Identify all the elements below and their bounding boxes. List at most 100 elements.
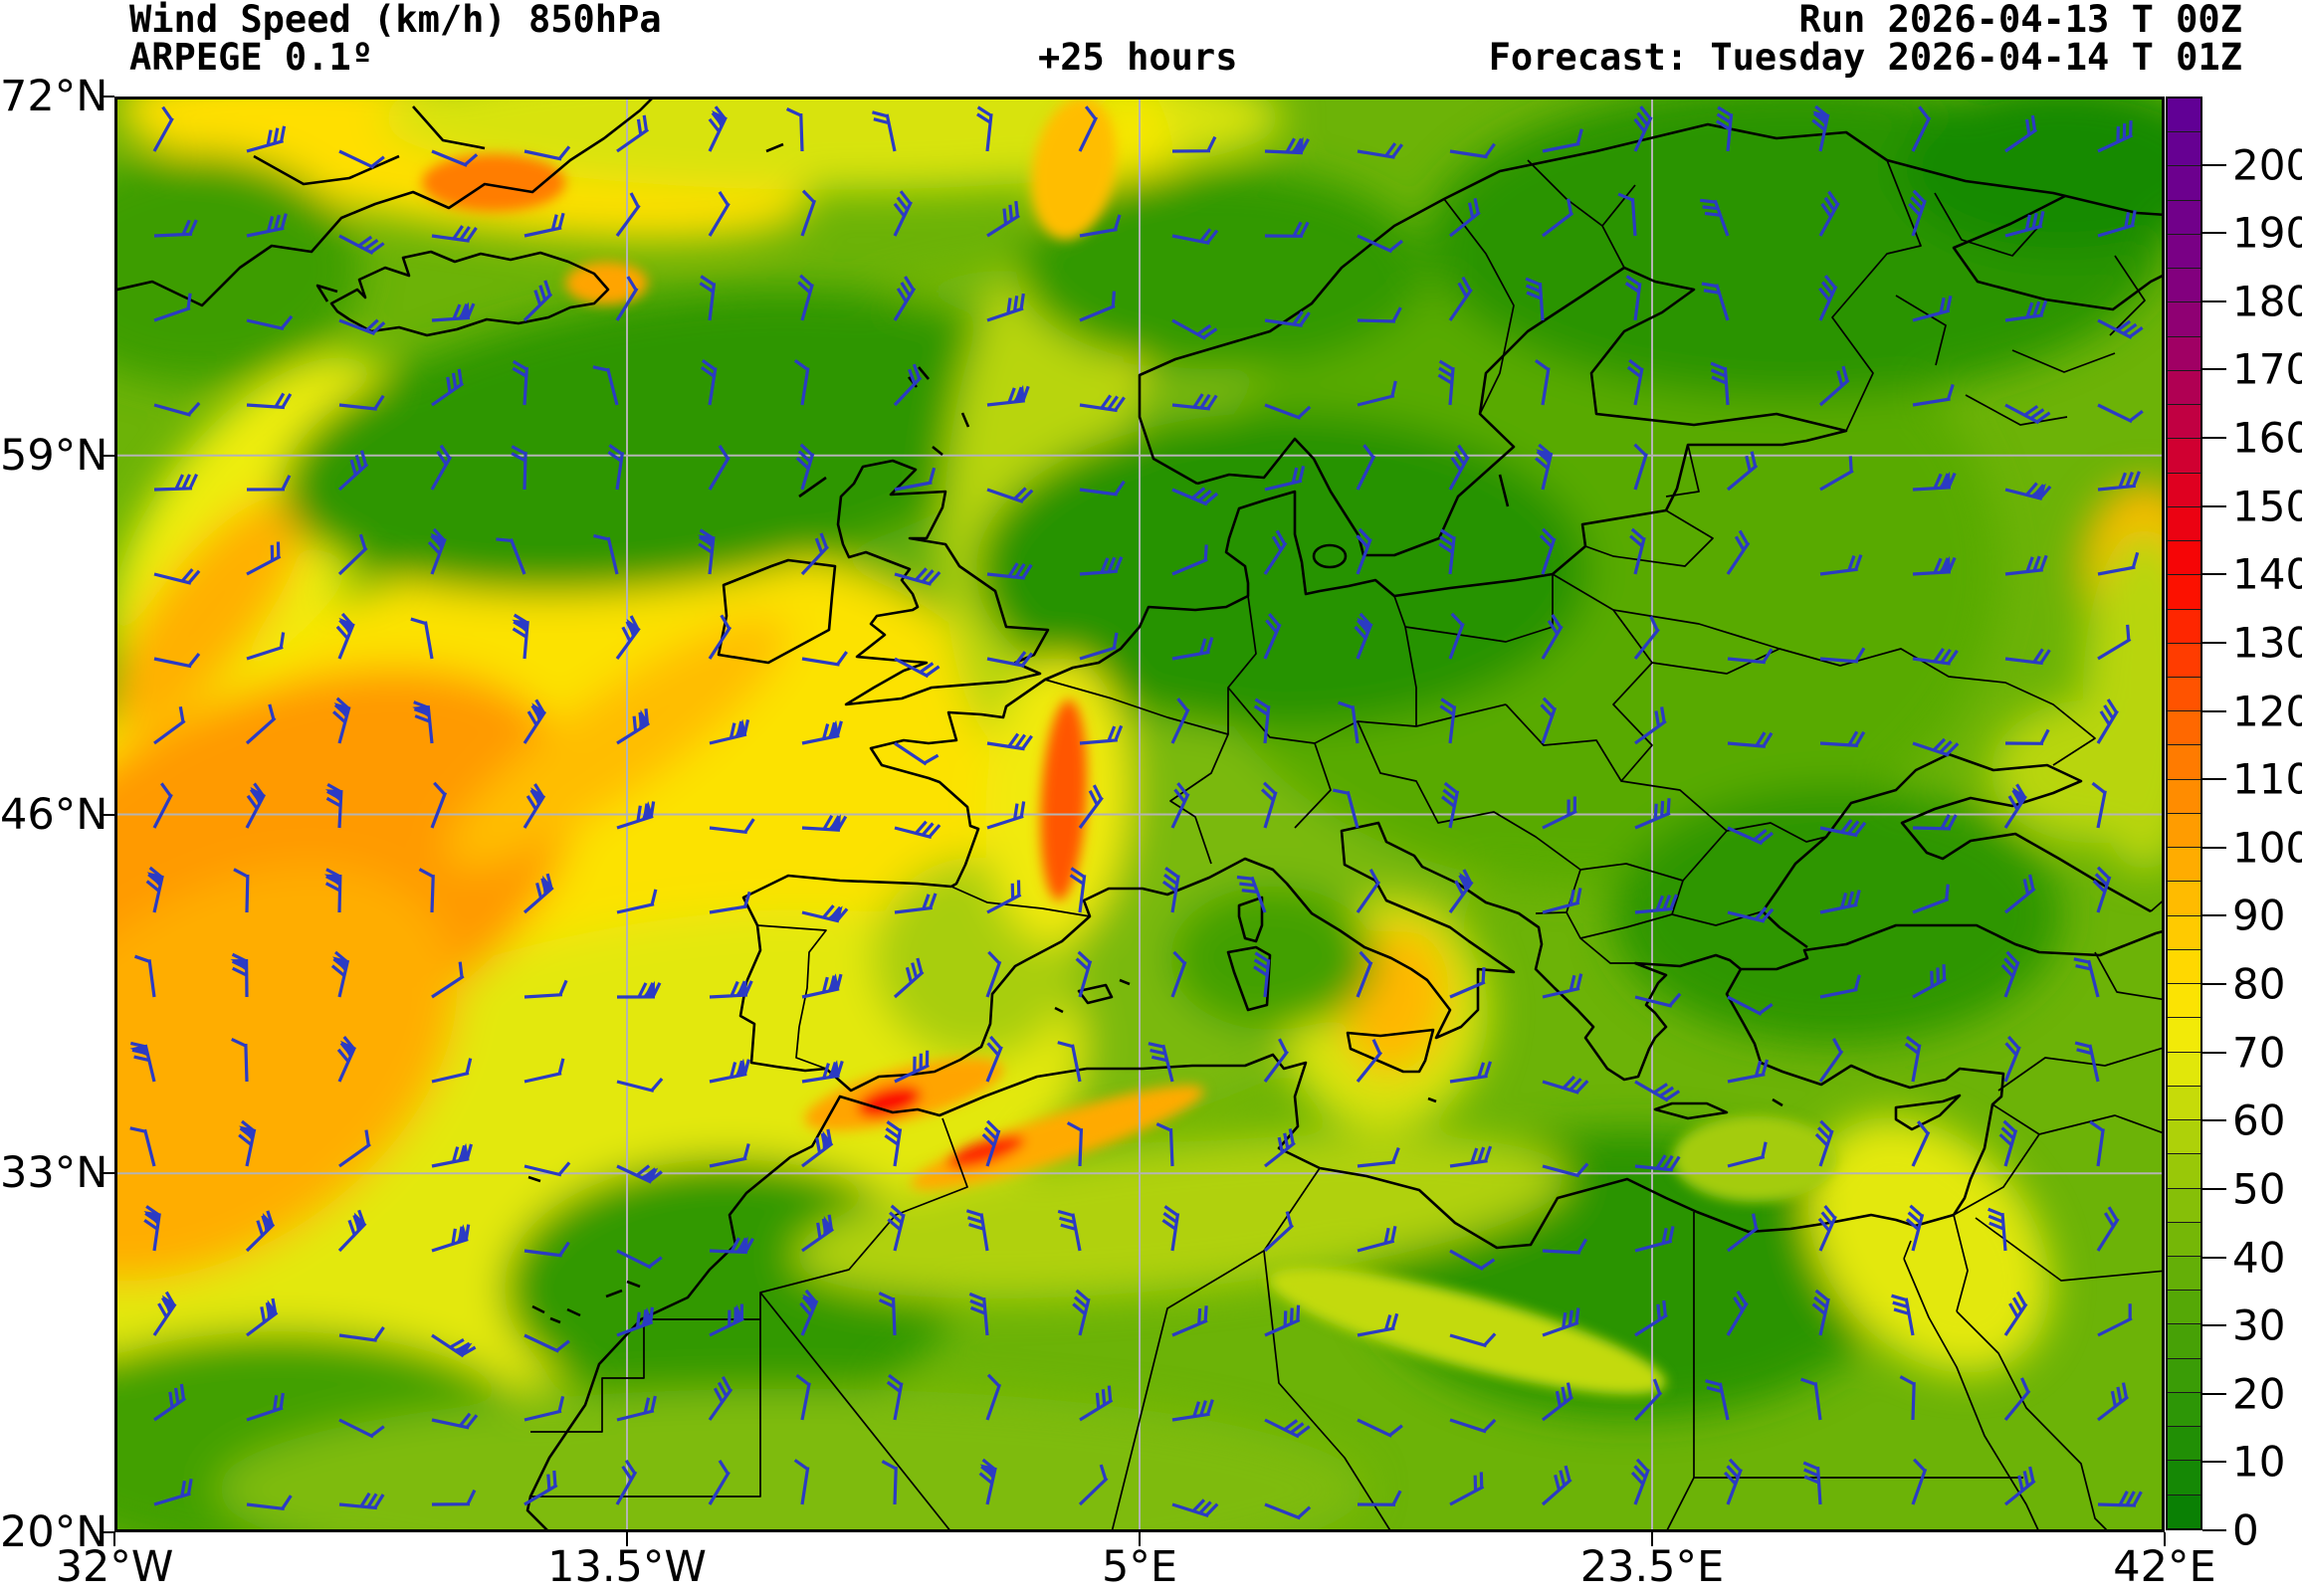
wind-barb xyxy=(1819,730,1866,747)
wind-barb xyxy=(1811,104,1830,152)
wind-barb xyxy=(1715,105,1734,152)
wind-barb xyxy=(2097,120,2134,153)
colorbar-segment xyxy=(2168,609,2200,644)
map-feature-greenland-streak-orange xyxy=(114,496,305,731)
wind-barb xyxy=(1634,706,1667,745)
colorbar-tick xyxy=(2202,573,2226,576)
country-border xyxy=(1044,679,1229,865)
wind-barb xyxy=(1911,105,1932,152)
x-axis-label: 32°W xyxy=(55,1542,174,1592)
wind-barb xyxy=(1449,967,1486,999)
coastline xyxy=(605,1289,623,1298)
colorbar-tick xyxy=(2202,641,2226,644)
country-border xyxy=(1443,198,1515,415)
wind-barb xyxy=(1727,1213,1760,1253)
country-border xyxy=(1527,159,1625,269)
wind-barb xyxy=(1439,698,1457,744)
wind-barb xyxy=(1357,1490,1402,1506)
colorbar-segment xyxy=(2168,848,2200,883)
wind-barb xyxy=(2004,211,2045,238)
wind-barb xyxy=(2003,1035,2021,1083)
wind-barb xyxy=(1078,1464,1109,1506)
wind-barb xyxy=(2004,403,2051,425)
coastline xyxy=(329,250,610,337)
wind-barb xyxy=(1891,1294,1915,1336)
wind-barb xyxy=(246,213,288,238)
wind-barb xyxy=(2003,1466,2036,1506)
x-axis-label: 23.5°E xyxy=(1579,1542,1725,1592)
wind-barb xyxy=(153,568,201,585)
colorbar-segment xyxy=(2168,949,2200,985)
wind-barb xyxy=(1072,1289,1091,1336)
country-border xyxy=(1903,1240,1912,1260)
map-canvas xyxy=(114,97,2165,1532)
wind-barb xyxy=(1727,1059,1770,1084)
wind-barb xyxy=(1171,135,1217,153)
colorbar-tick-label: 130 xyxy=(2232,618,2302,668)
colorbar-segment xyxy=(2168,1120,2200,1155)
wind-barb xyxy=(153,1478,193,1506)
wind-barb xyxy=(431,301,476,322)
wind-barb xyxy=(1542,1382,1574,1422)
wind-barb xyxy=(1253,698,1271,744)
map-feature-norway-coast-orange xyxy=(1031,97,1117,240)
page-title: Wind Speed (km/h) 850hPa xyxy=(129,0,662,41)
coastline xyxy=(717,558,837,665)
country-border xyxy=(1566,911,1635,964)
wind-barb xyxy=(795,1373,811,1421)
wind-barb xyxy=(1449,1061,1493,1084)
coastline xyxy=(1312,543,1348,569)
country-border xyxy=(1997,1046,2165,1092)
wind-barb xyxy=(1633,443,1648,491)
wind-barb xyxy=(523,280,553,322)
wind-barb xyxy=(965,1209,989,1252)
y-axis-label: 72°N xyxy=(0,72,108,121)
wind-barb xyxy=(881,1460,898,1505)
wind-barb xyxy=(2000,950,2020,998)
wind-barb xyxy=(1630,1458,1650,1505)
wind-barb xyxy=(1171,487,1219,506)
wind-barb xyxy=(2097,1491,2143,1507)
wind-barb xyxy=(1634,798,1671,830)
wind-barb xyxy=(1264,310,1311,327)
wind-barb xyxy=(245,1210,276,1253)
colorbar-tick xyxy=(2202,1256,2226,1259)
wind-barb xyxy=(1634,1154,1681,1172)
wind-barb xyxy=(427,527,447,575)
wind-barb xyxy=(324,782,343,829)
wind-barb xyxy=(246,632,286,661)
wind-barb xyxy=(230,952,249,998)
map-feature-tyrrhenian-green xyxy=(1169,886,1375,1030)
wind-barb xyxy=(1542,1076,1589,1095)
colorbar-tick xyxy=(2202,437,2226,440)
wind-barb xyxy=(1634,1080,1681,1102)
y-axis-tick xyxy=(101,454,114,457)
wind-barb xyxy=(152,1291,177,1336)
wind-barb xyxy=(1700,198,1730,237)
wind-barb xyxy=(801,814,848,832)
wind-barb xyxy=(1170,698,1190,744)
wind-barb xyxy=(2096,1206,2120,1252)
wind-barb xyxy=(1541,1465,1572,1506)
wind-barb xyxy=(616,708,651,745)
wind-barb xyxy=(1078,784,1104,829)
wind-barb xyxy=(801,1060,844,1084)
colorbar-segment xyxy=(2168,745,2200,780)
wind-barb xyxy=(523,1396,565,1422)
wind-barb xyxy=(985,1373,1002,1421)
wind-barb xyxy=(523,1161,571,1177)
colorbar-tick-label: 200 xyxy=(2232,140,2302,190)
x-axis-label: 13.5°W xyxy=(547,1542,707,1592)
wind-barb xyxy=(1171,544,1208,576)
wind-barb xyxy=(512,359,528,406)
map-feature-greenland-orange-spot2 xyxy=(565,261,648,305)
country-border xyxy=(1953,1214,1969,1312)
wind-barb xyxy=(1726,529,1751,575)
country-border xyxy=(1895,295,1947,366)
wind-barb xyxy=(153,473,198,492)
wind-barb xyxy=(1448,444,1470,491)
wind-barb xyxy=(1542,796,1577,830)
wind-barb xyxy=(2097,318,2144,339)
wind-barb xyxy=(1264,403,1312,420)
wind-barb xyxy=(336,1036,356,1083)
